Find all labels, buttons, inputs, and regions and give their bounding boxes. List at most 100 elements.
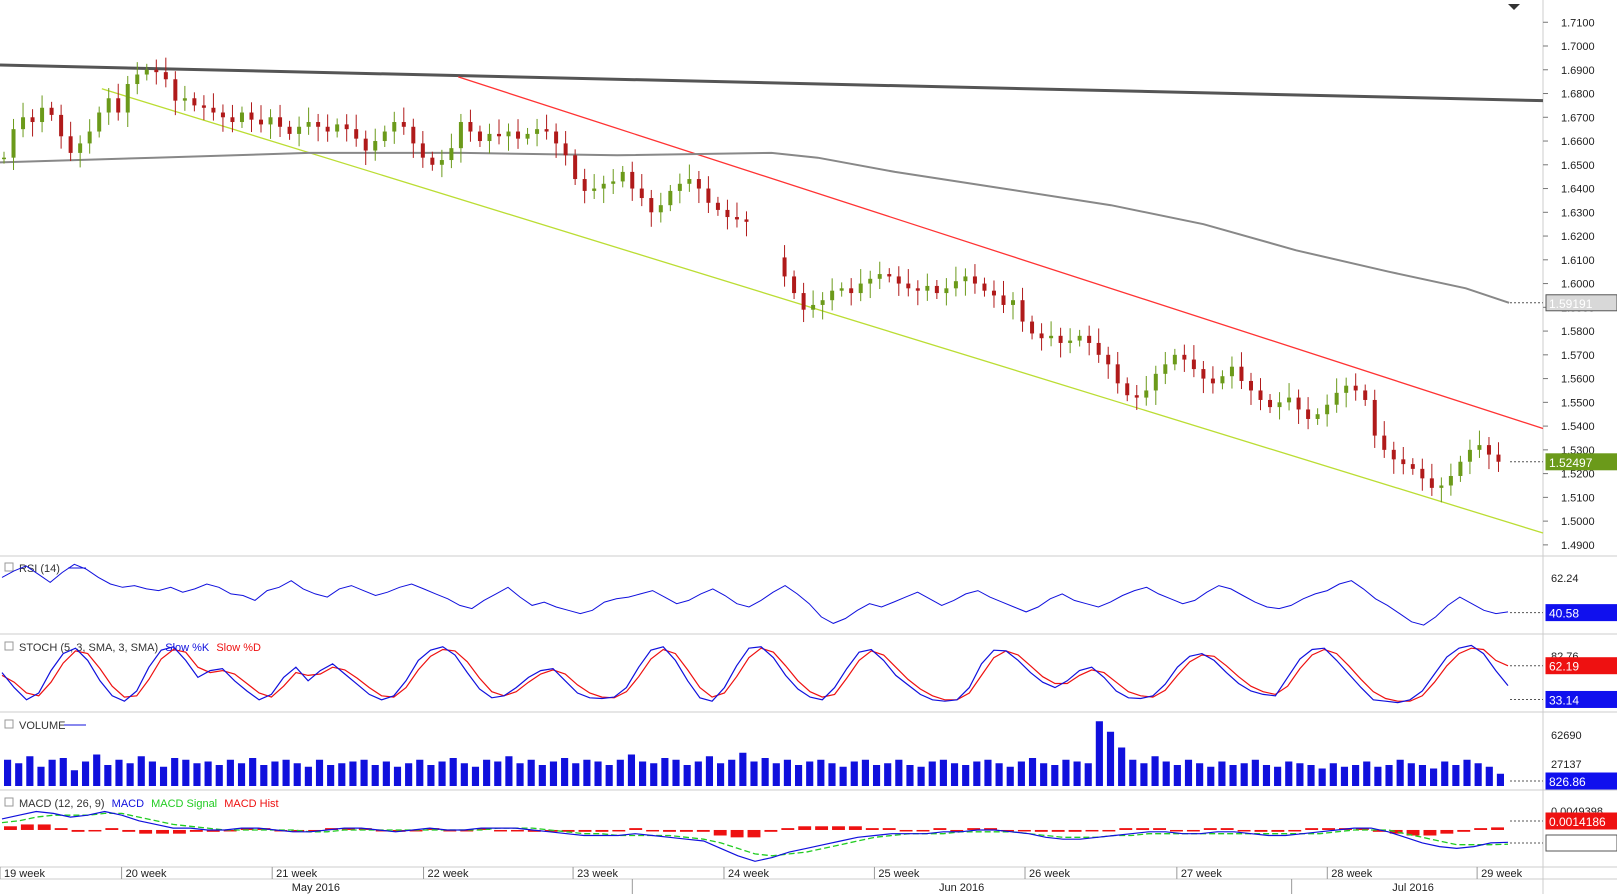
macd-hist-bar xyxy=(409,829,423,832)
candle-body xyxy=(135,74,140,85)
volume-bar xyxy=(159,766,168,786)
candle-body xyxy=(563,143,568,156)
candle-body xyxy=(211,107,216,113)
volume-bar xyxy=(828,763,836,786)
volume-bar xyxy=(483,759,491,786)
price-tick-label: 1.5600 xyxy=(1561,374,1595,386)
candle-body xyxy=(535,129,540,134)
macd-hist-bar xyxy=(1068,829,1082,832)
macd-hist-bar xyxy=(1220,828,1234,830)
month-label: Jun 2016 xyxy=(939,882,984,894)
candle-body xyxy=(896,276,901,284)
volume-bar xyxy=(605,765,613,786)
macd-hist-bar xyxy=(139,829,153,834)
candle-body xyxy=(468,122,473,132)
volume-bar xyxy=(1296,763,1304,786)
candle-body xyxy=(1039,333,1044,339)
candle-body xyxy=(982,283,987,291)
volume-bar xyxy=(1151,756,1159,786)
volume-tick-0: 62690 xyxy=(1551,730,1582,742)
macd-hist-bar xyxy=(713,829,727,836)
macd-hist-bar xyxy=(37,824,51,830)
volume-bar xyxy=(1162,761,1170,786)
volume-bar xyxy=(750,761,758,786)
candle-body xyxy=(1458,461,1463,476)
volume-bar xyxy=(549,761,558,786)
candle-body xyxy=(1420,468,1425,479)
stoch-toggle-icon[interactable] xyxy=(4,641,14,651)
candle-body xyxy=(734,217,739,220)
candle-body xyxy=(116,98,121,113)
candle-body xyxy=(487,133,492,142)
stoch-value-tags: 62.19 33.14 xyxy=(1510,657,1617,708)
volume-toggle-icon[interactable] xyxy=(4,719,14,729)
dropdown-arrow-icon[interactable] xyxy=(1508,4,1520,10)
volume-bar xyxy=(182,759,190,786)
candle-body xyxy=(963,276,968,282)
macd-toggle-icon[interactable] xyxy=(4,797,14,807)
volume-bar xyxy=(1173,765,1181,786)
trendline-resistance-top xyxy=(0,63,1544,103)
macd-hist-bar xyxy=(815,826,829,830)
candle-body xyxy=(87,131,92,144)
candle-body xyxy=(1344,385,1349,393)
candle-body xyxy=(125,84,130,113)
week-label: 23 week xyxy=(577,868,618,880)
rsi-tag-text: 40.58 xyxy=(1549,607,1579,621)
candle-body xyxy=(1172,354,1177,365)
candle-body xyxy=(620,171,625,182)
macd-hist-bar xyxy=(1389,829,1403,834)
volume-bar xyxy=(561,758,569,786)
ma-value-tag-text: 1.59191 xyxy=(1549,297,1593,311)
candle-body xyxy=(830,290,835,301)
candle-body xyxy=(230,117,235,123)
rsi-toggle-icon[interactable] xyxy=(4,562,14,572)
volume-bar xyxy=(1251,759,1259,786)
volume-bar xyxy=(1095,721,1103,786)
candle-body xyxy=(1429,478,1434,488)
volume-bar xyxy=(1073,761,1081,786)
volume-bar xyxy=(471,766,480,786)
candle-body xyxy=(1144,390,1149,398)
candle-body xyxy=(59,114,64,137)
volume-bar xyxy=(48,759,56,786)
candles xyxy=(2,57,1501,503)
volume-bar xyxy=(1407,763,1415,786)
candle-body xyxy=(11,129,16,158)
volume-label: VOLUME xyxy=(19,720,65,732)
macd-hist-bar xyxy=(1051,829,1065,832)
volume-bar xyxy=(1262,765,1271,786)
candle-body xyxy=(344,124,349,130)
week-label: 24 week xyxy=(728,868,769,880)
volume-bar xyxy=(1307,765,1315,786)
macd-hist-bar xyxy=(1102,829,1116,832)
candle-body xyxy=(259,119,264,125)
week-label: 19 week xyxy=(4,868,45,880)
candle-body xyxy=(354,129,359,139)
volume-bar xyxy=(717,763,725,786)
macd-hist-bar xyxy=(578,829,592,832)
stoch-label: STOCH (5, 3, SMA, 3, SMA) xyxy=(19,642,158,654)
candle-body xyxy=(554,131,559,144)
volume-bar xyxy=(104,765,112,786)
volume-bar xyxy=(538,765,546,786)
price-panel: 1.7100 1.7000 1.6900 1.6800 1.6700 1.6600 1.65… xyxy=(0,4,1617,552)
macd-hist-bar xyxy=(105,828,119,830)
volume-bar xyxy=(906,765,914,786)
candle-body xyxy=(78,143,83,153)
volume-bar xyxy=(304,766,312,786)
volume-bar xyxy=(516,763,524,786)
candle-body xyxy=(849,288,854,294)
candle-body xyxy=(706,188,711,203)
candle-body xyxy=(1153,373,1158,391)
volume-bar xyxy=(382,761,390,786)
svg-text:STOCH (5, 3, SMA, 3, SMA): STOCH (5, 3, SMA, 3, SMA) Slow %K Slow %… xyxy=(19,642,261,654)
volume-bar xyxy=(1385,765,1393,786)
candle-body xyxy=(525,133,530,139)
macd-hist-bar xyxy=(1355,828,1369,830)
candle-body xyxy=(420,143,425,158)
candle-body xyxy=(839,288,844,291)
volume-bar xyxy=(1441,761,1449,786)
candle-body xyxy=(1363,390,1368,400)
